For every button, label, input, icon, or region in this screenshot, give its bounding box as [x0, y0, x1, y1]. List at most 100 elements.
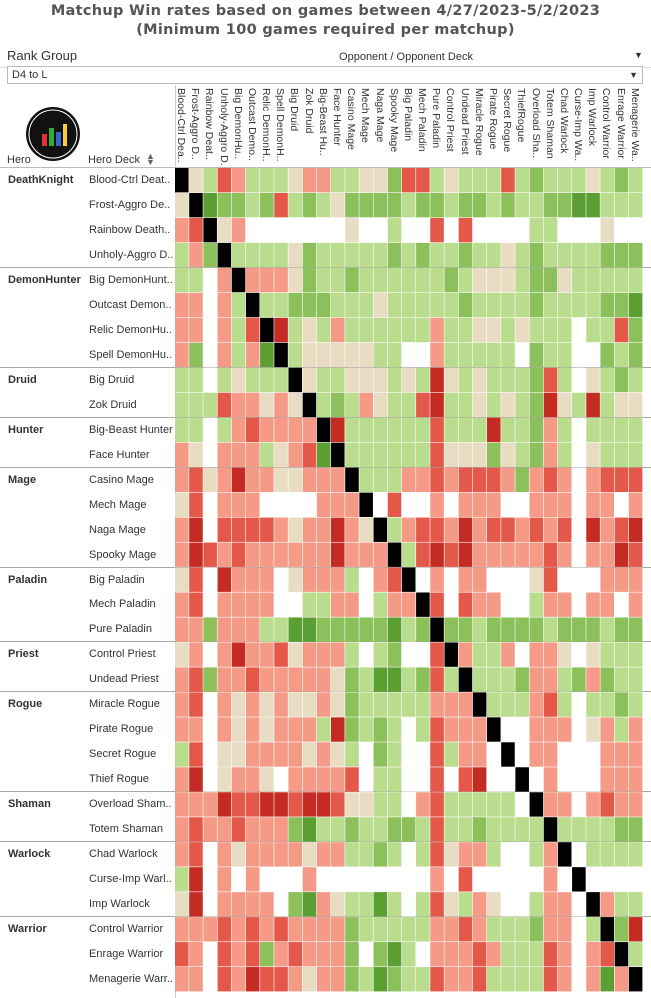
matchup-cell[interactable]	[288, 767, 303, 792]
matchup-cell[interactable]	[458, 792, 473, 817]
matchup-cell[interactable]	[387, 392, 402, 418]
matchup-cell[interactable]	[458, 892, 473, 917]
matchup-cell[interactable]	[515, 217, 529, 243]
sort-icon[interactable]: ▲ ▼	[146, 151, 155, 167]
matchup-cell[interactable]	[302, 542, 317, 567]
matchup-cell[interactable]	[203, 967, 217, 992]
matchup-cell[interactable]	[543, 542, 558, 567]
matchup-cell[interactable]	[600, 292, 615, 318]
matchup-cell[interactable]	[458, 692, 473, 717]
matchup-cell[interactable]	[331, 517, 345, 542]
matchup-cell[interactable]	[288, 192, 303, 218]
matchup-cell[interactable]	[472, 517, 487, 542]
matchup-cell[interactable]	[189, 767, 203, 792]
matchup-cell[interactable]	[614, 292, 629, 318]
matchup-cell[interactable]	[543, 367, 558, 393]
matchup-cell[interactable]	[515, 817, 529, 842]
matchup-cell[interactable]	[600, 192, 615, 218]
matchup-cell[interactable]	[316, 242, 331, 268]
matchup-cell[interactable]	[274, 492, 288, 517]
matchup-cell[interactable]	[416, 942, 430, 967]
matchup-cell[interactable]	[572, 367, 586, 393]
matchup-cell[interactable]	[444, 792, 459, 817]
matchup-cell[interactable]	[614, 317, 629, 343]
matchup-cell[interactable]	[217, 717, 232, 742]
matchup-cell[interactable]	[430, 792, 444, 817]
mirror-cell[interactable]	[316, 417, 331, 443]
matchup-cell[interactable]	[231, 292, 246, 318]
matchup-cell[interactable]	[302, 467, 317, 493]
matchup-cell[interactable]	[515, 942, 529, 967]
matchup-cell[interactable]	[359, 942, 373, 967]
matchup-cell[interactable]	[557, 168, 572, 193]
matchup-cell[interactable]	[331, 567, 345, 592]
matchup-cell[interactable]	[529, 492, 544, 517]
matchup-cell[interactable]	[557, 392, 572, 418]
matchup-cell[interactable]	[302, 642, 317, 667]
matchup-cell[interactable]	[501, 492, 515, 517]
matchup-cell[interactable]	[515, 467, 529, 493]
matchup-cell[interactable]	[189, 842, 203, 867]
matchup-cell[interactable]	[373, 717, 388, 742]
matchup-cell[interactable]	[515, 792, 529, 817]
matchup-cell[interactable]	[529, 892, 544, 917]
matchup-cell[interactable]	[217, 467, 232, 493]
matchup-cell[interactable]	[487, 567, 501, 592]
matchup-cell[interactable]	[316, 817, 331, 842]
matchup-cell[interactable]	[231, 467, 246, 493]
matchup-cell[interactable]	[586, 467, 600, 493]
matchup-cell[interactable]	[345, 492, 359, 517]
matchup-cell[interactable]	[501, 292, 515, 318]
mirror-cell[interactable]	[345, 467, 359, 493]
matchup-cell[interactable]	[614, 917, 629, 942]
matchup-cell[interactable]	[458, 642, 473, 667]
matchup-cell[interactable]	[444, 917, 459, 942]
hero-deck-label[interactable]: Spooky Mage	[89, 548, 157, 561]
matchup-cell[interactable]	[203, 542, 217, 567]
matchup-cell[interactable]	[458, 767, 473, 792]
matchup-cell[interactable]	[316, 217, 331, 243]
matchup-cell[interactable]	[189, 617, 203, 642]
matchup-cell[interactable]	[316, 442, 331, 468]
matchup-cell[interactable]	[614, 742, 629, 767]
matchup-cell[interactable]	[444, 892, 459, 917]
matchup-cell[interactable]	[444, 742, 459, 767]
matchup-cell[interactable]	[515, 492, 529, 517]
matchup-cell[interactable]	[302, 667, 317, 692]
matchup-cell[interactable]	[231, 492, 246, 517]
matchup-cell[interactable]	[260, 942, 274, 967]
matchup-cell[interactable]	[245, 942, 260, 967]
matchup-cell[interactable]	[189, 442, 203, 468]
mirror-cell[interactable]	[189, 192, 203, 218]
mirror-cell[interactable]	[572, 867, 586, 892]
hero-deck-label[interactable]: Miracle Rogue	[89, 698, 160, 711]
mirror-cell[interactable]	[260, 317, 274, 343]
matchup-cell[interactable]	[245, 892, 260, 917]
matchup-cell[interactable]	[302, 492, 317, 517]
mirror-cell[interactable]	[302, 392, 317, 418]
matchup-cell[interactable]	[458, 742, 473, 767]
matchup-cell[interactable]	[245, 267, 260, 293]
matchup-cell[interactable]	[387, 867, 402, 892]
hero-deck-label[interactable]: Control Warrior	[89, 923, 164, 936]
matchup-cell[interactable]	[231, 867, 246, 892]
matchup-cell[interactable]	[401, 517, 416, 542]
matchup-cell[interactable]	[231, 592, 246, 617]
matchup-cell[interactable]	[401, 592, 416, 617]
matchup-cell[interactable]	[345, 242, 359, 268]
matchup-cell[interactable]	[260, 467, 274, 493]
matchup-cell[interactable]	[543, 692, 558, 717]
matchup-cell[interactable]	[416, 267, 430, 293]
matchup-cell[interactable]	[458, 342, 473, 368]
matchup-cell[interactable]	[472, 217, 487, 243]
matchup-cell[interactable]	[586, 617, 600, 642]
matchup-cell[interactable]	[217, 492, 232, 517]
matchup-cell[interactable]	[458, 817, 473, 842]
matchup-cell[interactable]	[543, 317, 558, 343]
matchup-cell[interactable]	[274, 717, 288, 742]
matchup-cell[interactable]	[600, 842, 615, 867]
matchup-cell[interactable]	[628, 242, 643, 268]
matchup-cell[interactable]	[401, 417, 416, 443]
matchup-cell[interactable]	[458, 492, 473, 517]
matchup-cell[interactable]	[260, 892, 274, 917]
